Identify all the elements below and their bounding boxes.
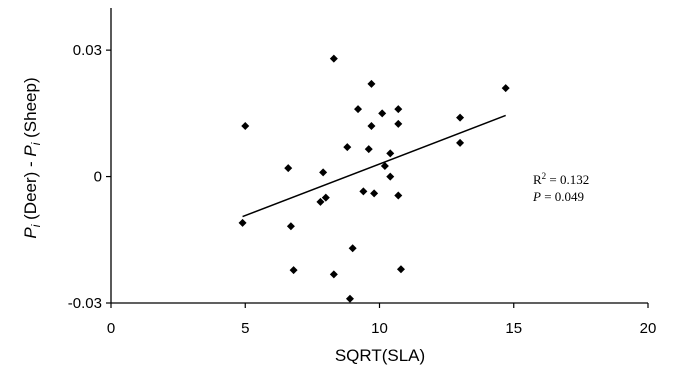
data-point <box>367 122 376 130</box>
data-point <box>316 197 325 206</box>
data-point <box>289 266 298 275</box>
y-tick-label: -0.03 <box>68 295 102 312</box>
data-point <box>394 191 403 200</box>
data-point <box>238 218 247 227</box>
x-tick-label: 20 <box>640 320 657 337</box>
data-point <box>396 265 405 274</box>
data-point <box>501 84 510 93</box>
data-point <box>343 143 352 152</box>
y-axis-label: Pi (Deer) - Pi (Sheep) <box>21 77 43 238</box>
data-point <box>386 172 395 181</box>
data-point <box>456 138 465 147</box>
data-point <box>329 270 338 279</box>
data-point <box>456 113 465 122</box>
data-point <box>386 149 395 158</box>
x-tick-label: 0 <box>107 320 115 337</box>
data-point <box>319 168 328 177</box>
regression-line <box>242 114 506 218</box>
x-tick-label: 5 <box>241 320 249 337</box>
data-point <box>284 164 293 173</box>
data-point <box>286 222 295 231</box>
r-squared-annotation: R2 = 0.132 <box>533 171 589 187</box>
x-tick-label: 15 <box>505 320 522 337</box>
data-point <box>378 109 387 118</box>
plot-area <box>238 54 510 303</box>
data-point <box>348 244 357 253</box>
data-point <box>394 105 403 114</box>
data-point <box>321 193 330 202</box>
data-point <box>241 122 250 130</box>
data-point <box>354 105 363 114</box>
data-point <box>394 119 403 128</box>
x-axis-label: SQRT(SLA) <box>335 346 425 365</box>
data-point <box>364 145 373 154</box>
axis-ticks: 0 5 10 15 20 -0.03 0 0.03 <box>68 42 657 337</box>
p-value-annotation: P = 0.049 <box>532 189 584 204</box>
data-point <box>359 187 368 196</box>
data-point <box>380 162 389 171</box>
x-tick-label: 10 <box>371 320 388 337</box>
data-point <box>370 189 379 198</box>
data-point <box>329 54 338 63</box>
y-tick-label: 0.03 <box>73 42 102 59</box>
data-point <box>345 294 354 303</box>
y-tick-label: 0 <box>94 169 102 186</box>
data-point <box>367 79 376 88</box>
